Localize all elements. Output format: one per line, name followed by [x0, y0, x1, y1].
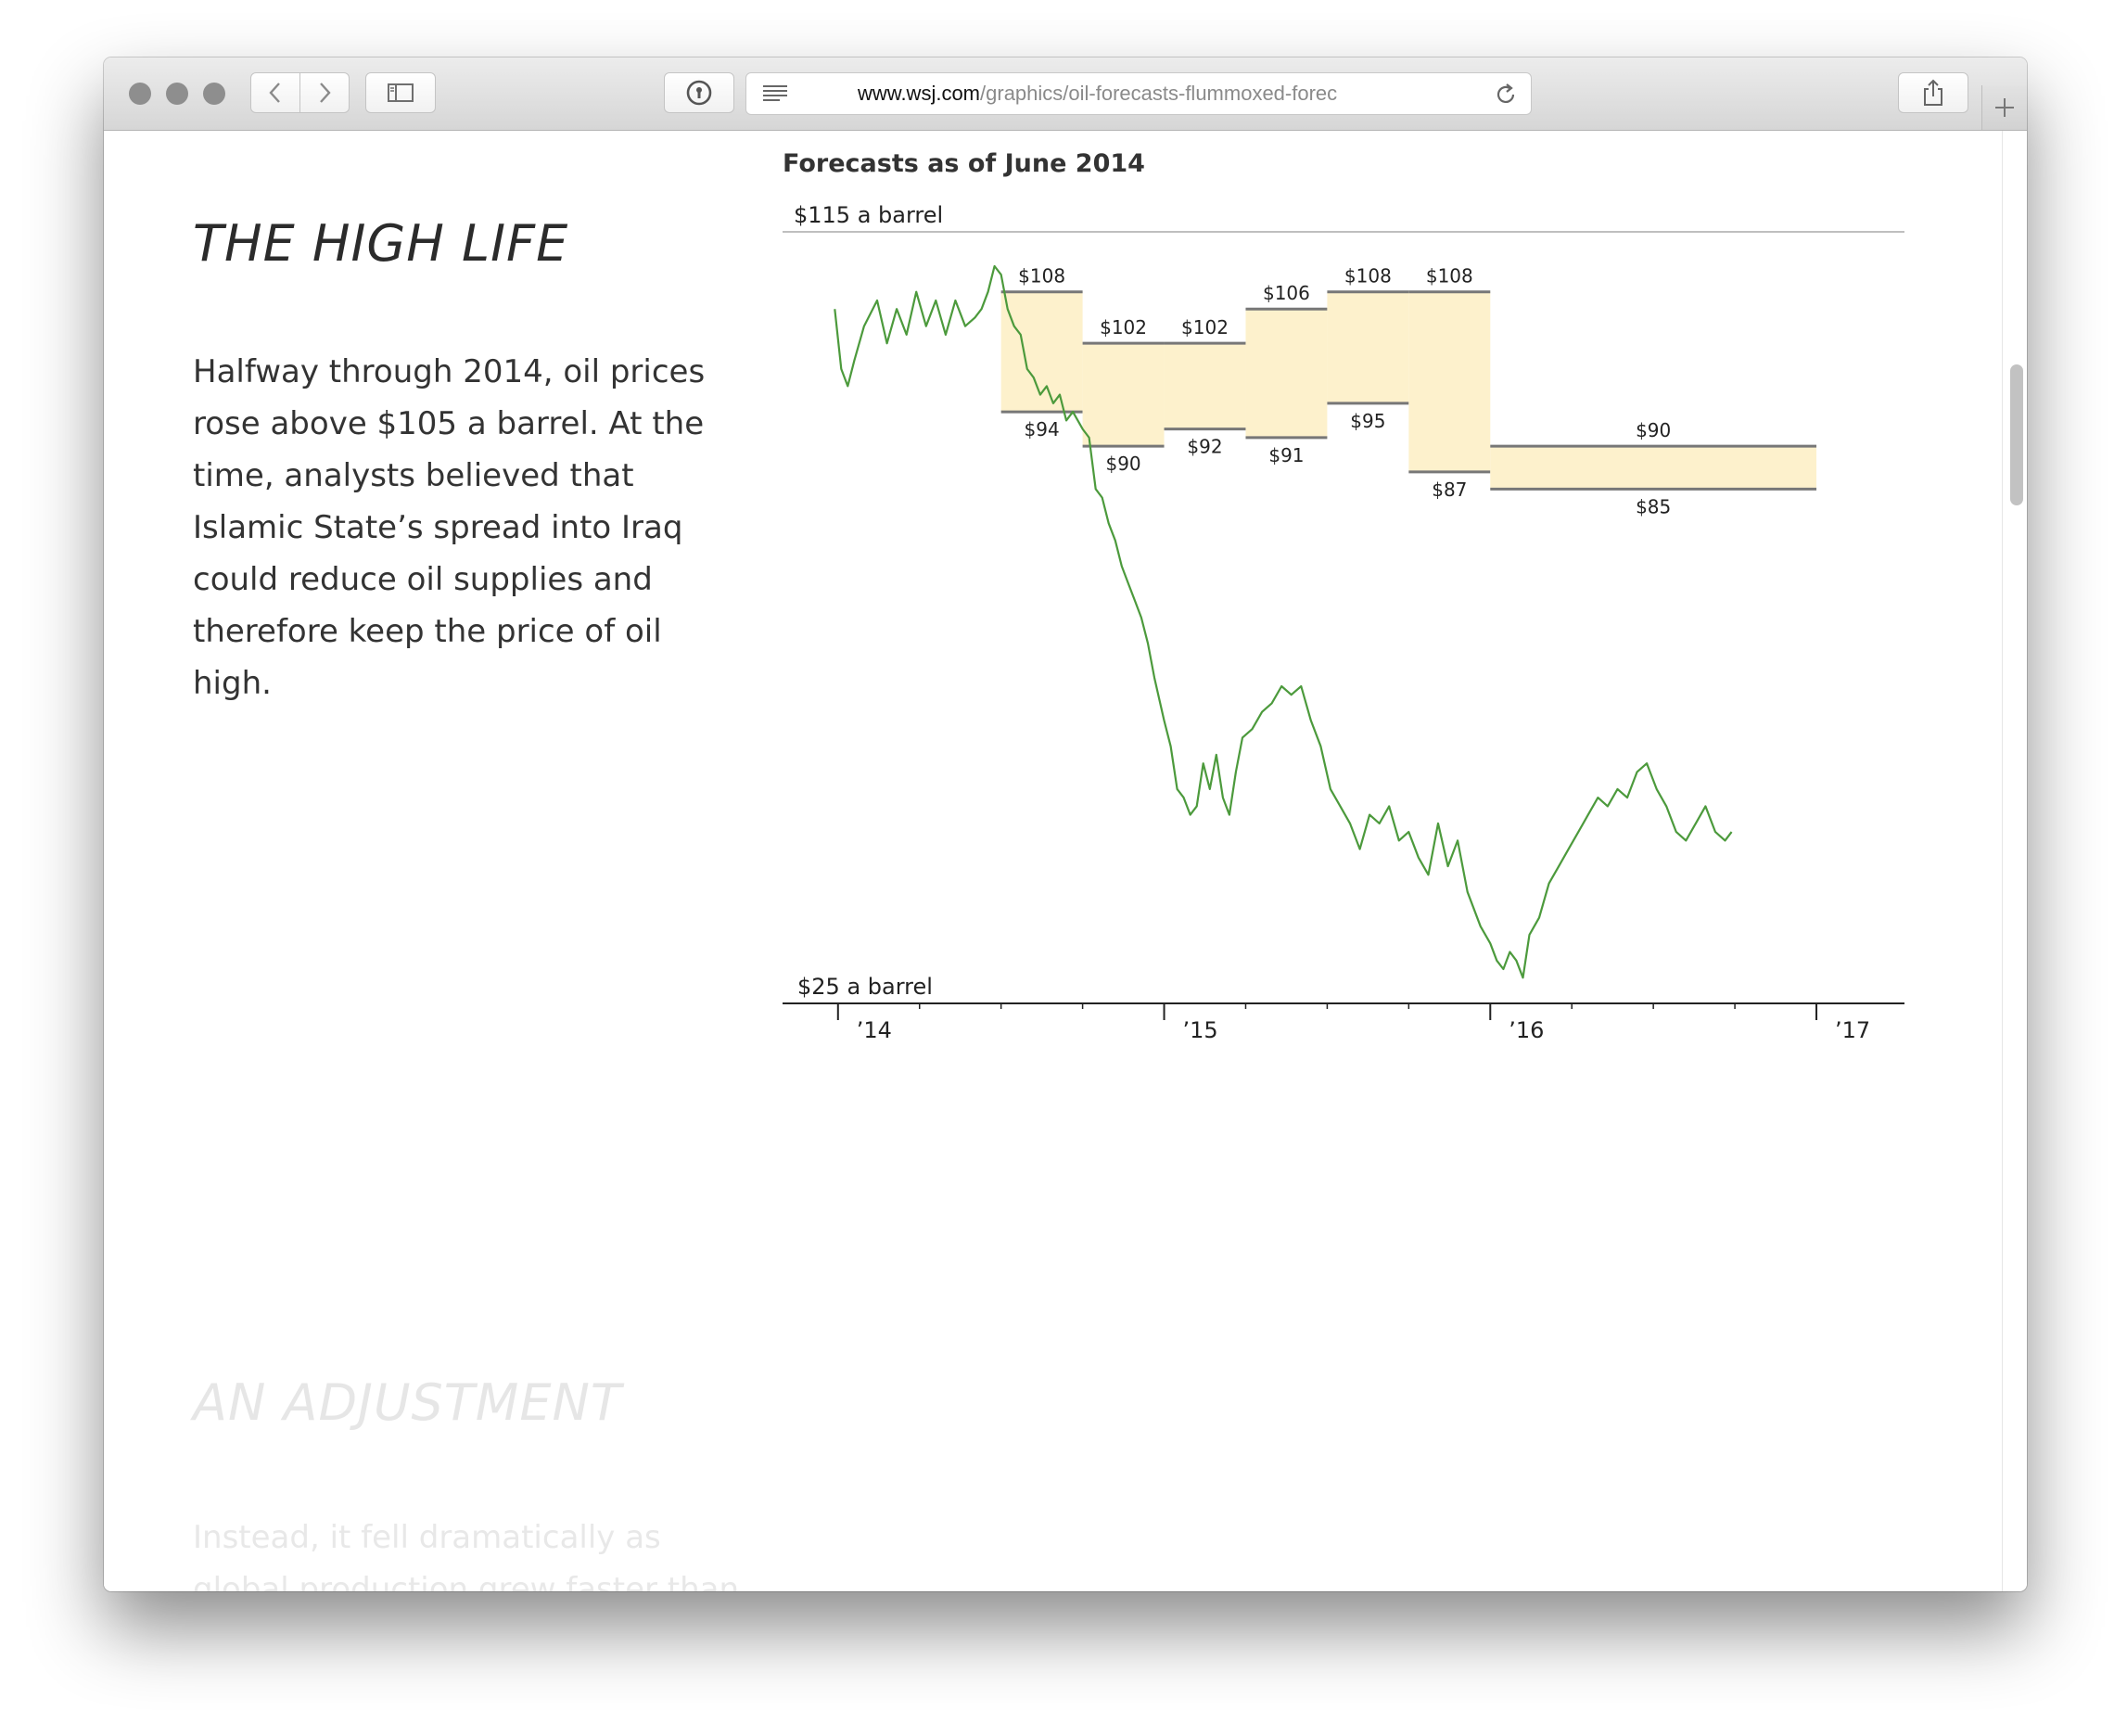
sidebar-toggle-button[interactable]: [365, 72, 436, 113]
minimize-window-button[interactable]: [166, 83, 188, 105]
forecast-high-label: $108: [1344, 265, 1392, 287]
url-text[interactable]: www.wsj.com/graphics/oil-forecasts-flumm…: [858, 73, 1433, 114]
page-content: Forecasts as of June 2014 THE HIGH LIFE …: [104, 131, 2027, 1591]
forecast-band: [1490, 446, 1817, 490]
forecast-band: [1164, 343, 1246, 429]
scrollbar-track: [2002, 131, 2003, 1591]
forecast-band: [1082, 343, 1165, 447]
plus-icon: [1995, 98, 2014, 117]
forecast-low-label: $85: [1636, 495, 1671, 517]
chart-title: Forecasts as of June 2014: [783, 149, 1145, 178]
forecast-band: [1327, 291, 1409, 403]
forecast-high-label: $108: [1018, 265, 1065, 287]
chevron-left-icon: [269, 83, 280, 103]
back-button[interactable]: [250, 72, 300, 113]
scrollbar-thumb[interactable]: [2010, 364, 2023, 505]
url-host: www.wsj.com: [858, 82, 981, 105]
share-icon: [1924, 79, 1942, 106]
keyhole-icon: [686, 80, 712, 106]
forecast-low-label: $90: [1105, 453, 1140, 475]
oil-price-line: [834, 264, 1733, 979]
forecast-low-label: $91: [1268, 444, 1304, 466]
forecast-high-label: $102: [1181, 316, 1229, 338]
x-tick-label: ’15: [1183, 1017, 1218, 1043]
x-tick-label: ’16: [1509, 1017, 1544, 1043]
oil-price-chart: $115 a barrel $108 $94 $102 $90 $102 $92 $106 $9…: [783, 202, 1904, 1043]
section-body-adjustment: Instead, it fell dramatically as global …: [193, 1519, 740, 1591]
section-body-high-life: Halfway through 2014, oil prices rose ab…: [193, 353, 706, 702]
forecast-band: [1245, 309, 1328, 438]
forecast-high-label: $108: [1426, 265, 1473, 287]
x-tick-label: ’17: [1835, 1017, 1870, 1043]
close-window-button[interactable]: [129, 83, 151, 105]
forecast-low-label: $87: [1432, 479, 1467, 501]
share-button[interactable]: [1898, 72, 1968, 113]
forecast-band: [1408, 291, 1491, 472]
browser-window: www.wsj.com/graphics/oil-forecasts-flumm…: [104, 57, 2027, 1591]
url-path: /graphics/oil-forecasts-flummoxed-forec: [980, 82, 1338, 105]
address-bar[interactable]: www.wsj.com/graphics/oil-forecasts-flumm…: [745, 72, 1532, 115]
reload-icon[interactable]: [1494, 83, 1518, 107]
x-tick-label: ’14: [857, 1017, 892, 1043]
sidebar-icon: [388, 83, 414, 102]
password-manager-button[interactable]: [664, 72, 734, 113]
forecast-high-label: $102: [1100, 316, 1147, 338]
chevron-right-icon: [320, 83, 331, 103]
forecast-low-label: $94: [1025, 418, 1060, 440]
section-title-adjustment: AN ADJUSTMENT: [193, 1373, 622, 1432]
forecast-high-label: $106: [1263, 282, 1310, 304]
reader-icon[interactable]: [761, 83, 789, 104]
section-title-high-life: THE HIGH LIFE: [193, 214, 569, 273]
forward-button[interactable]: [299, 72, 350, 113]
forecast-low-label: $95: [1350, 410, 1385, 432]
y-top-label: $115 a barrel: [794, 202, 943, 228]
zoom-window-button[interactable]: [203, 83, 225, 105]
forecast-low-label: $92: [1187, 436, 1222, 458]
new-tab-button[interactable]: [1981, 85, 2027, 130]
browser-toolbar: www.wsj.com/graphics/oil-forecasts-flumm…: [104, 57, 2027, 131]
forecast-high-label: $90: [1636, 419, 1671, 441]
y-bottom-label: $25 a barrel: [797, 974, 933, 1000]
